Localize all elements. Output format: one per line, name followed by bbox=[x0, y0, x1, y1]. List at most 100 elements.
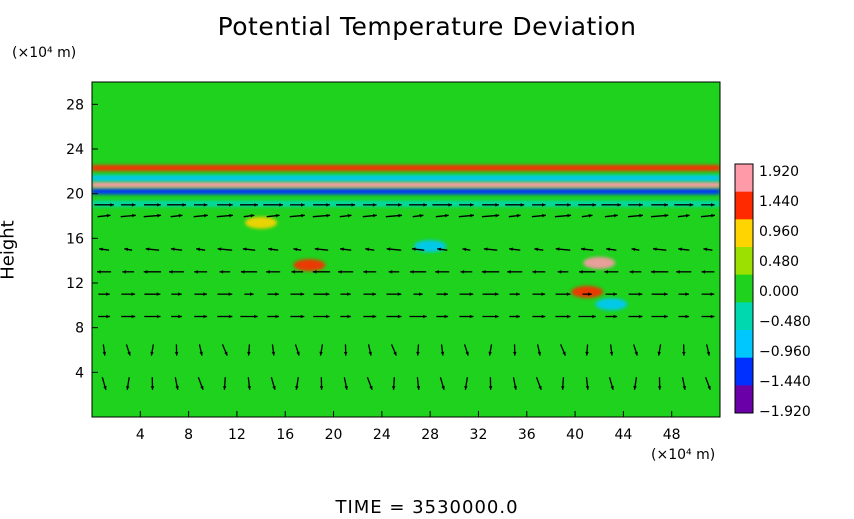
x-tick-label: 44 bbox=[614, 427, 632, 443]
colorbar-label: −1.440 bbox=[759, 374, 811, 390]
wind-arrowhead bbox=[300, 292, 305, 296]
colorbar-segment bbox=[735, 357, 753, 386]
wind-arrowhead bbox=[168, 270, 173, 274]
wind-arrowhead bbox=[143, 270, 148, 274]
heatmap-blob bbox=[583, 256, 616, 269]
x-tick-label: 20 bbox=[325, 427, 343, 443]
wind-arrowhead bbox=[541, 314, 546, 319]
wind-arrowhead bbox=[588, 214, 593, 218]
wind-arrowhead bbox=[638, 314, 643, 319]
wind-arrowhead bbox=[373, 213, 377, 218]
wind-arrowhead bbox=[513, 385, 517, 390]
wind-arrowhead bbox=[566, 314, 571, 319]
wind-arrowhead bbox=[99, 247, 103, 252]
wind-arrowhead bbox=[126, 385, 130, 390]
wind-arrowhead bbox=[365, 247, 370, 252]
wind-arrowhead bbox=[254, 203, 258, 207]
wind-arrowhead bbox=[701, 270, 706, 274]
wind-arrowhead bbox=[495, 203, 499, 207]
wind-vectors bbox=[94, 203, 715, 391]
wind-arrowhead bbox=[481, 270, 486, 274]
heatmap-band bbox=[92, 188, 720, 195]
wind-arrowhead bbox=[397, 292, 402, 296]
wind-arrowhead bbox=[131, 203, 136, 207]
wind-arrowhead bbox=[301, 213, 305, 218]
heatmap-field bbox=[92, 82, 720, 417]
x-tick-label: 48 bbox=[663, 427, 681, 443]
wind-arrowhead bbox=[664, 314, 668, 319]
y-tick-label: 8 bbox=[75, 321, 84, 337]
plot-frame bbox=[91, 81, 721, 418]
wind-arrowhead bbox=[247, 351, 251, 356]
wind-arrowhead bbox=[609, 351, 614, 356]
wind-arrowhead bbox=[122, 270, 126, 274]
colorbar-label: 0.000 bbox=[759, 284, 799, 300]
wind-arrowhead bbox=[557, 270, 562, 274]
y-tick-label: 12 bbox=[66, 276, 84, 292]
wind-arrowhead bbox=[203, 314, 208, 319]
wind-arrowhead bbox=[127, 351, 131, 356]
wind-arrowhead bbox=[657, 386, 662, 390]
wind-arrowhead bbox=[423, 203, 428, 207]
colorbar-segment bbox=[735, 385, 753, 414]
wind-arrowhead bbox=[279, 203, 283, 207]
wind-arrowhead bbox=[326, 203, 330, 207]
wind-arrowhead bbox=[178, 314, 182, 319]
wind-arrowhead bbox=[178, 213, 183, 218]
colorbar-segment bbox=[735, 274, 753, 303]
x-tick-label: 4 bbox=[136, 427, 145, 443]
wind-arrowhead bbox=[178, 292, 182, 296]
wind-arrowhead bbox=[617, 203, 622, 207]
wind-arrowhead bbox=[585, 351, 589, 356]
wind-arrowhead bbox=[106, 292, 110, 296]
colorbar-segment bbox=[735, 191, 753, 220]
wind-arrowhead bbox=[372, 203, 377, 207]
wind-arrowhead bbox=[242, 247, 247, 251]
wind-arrowhead bbox=[392, 386, 396, 390]
wind-arrowhead bbox=[368, 351, 372, 356]
wind-arrowhead bbox=[300, 314, 305, 319]
wind-arrowhead bbox=[689, 203, 694, 207]
wind-arrowhead bbox=[462, 247, 467, 252]
wind-arrowhead bbox=[106, 213, 111, 218]
wind-arrowhead bbox=[150, 386, 155, 390]
wind-arrowhead bbox=[555, 247, 560, 251]
wind-arrowhead bbox=[419, 292, 423, 296]
wind-arrowhead bbox=[588, 292, 592, 296]
wind-arrowhead bbox=[483, 247, 488, 251]
colorbar-segment bbox=[735, 219, 753, 248]
wind-arrowhead bbox=[199, 351, 203, 356]
wind-arrowhead bbox=[423, 314, 427, 319]
wind-arrowhead bbox=[685, 292, 689, 296]
wind-arrowhead bbox=[494, 292, 499, 296]
wind-arrowhead bbox=[386, 247, 391, 251]
wind-arrowhead bbox=[460, 270, 465, 274]
colorbar-label: −1.920 bbox=[759, 404, 811, 420]
wind-arrowhead bbox=[470, 203, 474, 207]
wind-arrowhead bbox=[664, 203, 669, 207]
wind-arrowhead bbox=[411, 247, 416, 251]
wind-arrowhead bbox=[224, 351, 228, 356]
x-tick-label: 36 bbox=[518, 427, 536, 443]
heatmap-blob bbox=[571, 285, 604, 298]
wind-arrowhead bbox=[682, 351, 686, 356]
wind-arrowhead bbox=[440, 351, 445, 356]
wind-arrowhead bbox=[613, 292, 618, 296]
wind-arrowhead bbox=[228, 292, 233, 296]
x-tick-label: 32 bbox=[470, 427, 488, 443]
wind-arrowhead bbox=[464, 385, 468, 390]
chart-title: Potential Temperature Deviation bbox=[217, 12, 637, 41]
wind-arrowhead bbox=[495, 213, 500, 218]
wind-arrowhead bbox=[534, 247, 539, 252]
wind-arrowhead bbox=[157, 203, 161, 207]
wind-arrowhead bbox=[325, 314, 330, 319]
wind-arrowhead bbox=[194, 270, 198, 274]
wind-arrowhead bbox=[103, 385, 107, 390]
colorbar-segment bbox=[735, 247, 753, 276]
time-footer: TIME = 3530000.0 bbox=[335, 497, 519, 518]
wind-arrowhead bbox=[706, 351, 711, 356]
wind-arrowhead bbox=[516, 314, 521, 319]
heatmap-blob bbox=[595, 298, 628, 311]
heatmap-band bbox=[92, 200, 720, 207]
wind-arrowhead bbox=[106, 314, 110, 319]
